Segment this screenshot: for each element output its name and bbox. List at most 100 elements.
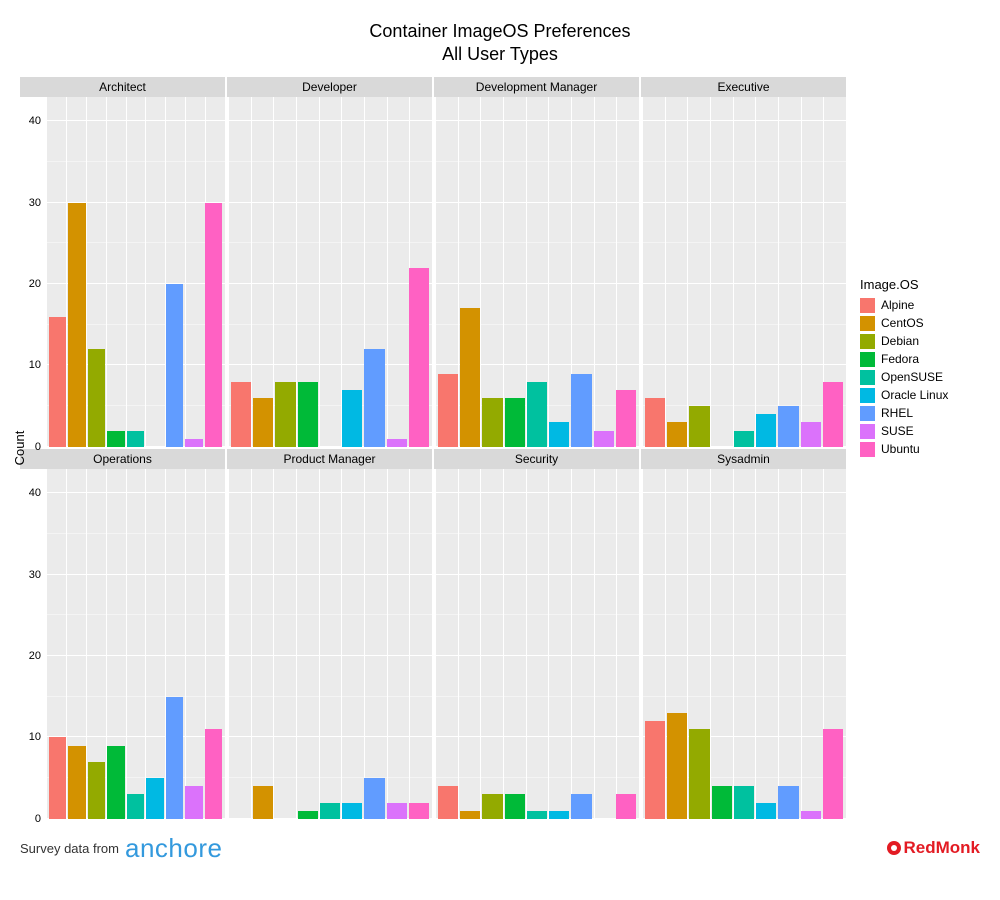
y-tick-label: 20 [29, 650, 41, 662]
bar [482, 794, 502, 818]
facet-header: Product Manager [227, 449, 432, 469]
bar [364, 349, 384, 447]
plot-area [641, 469, 846, 819]
bar [88, 349, 105, 447]
bar [778, 786, 798, 819]
facet: Development Manager [434, 77, 639, 447]
bar [482, 398, 502, 447]
legend-item: SUSE [860, 424, 948, 439]
legend-item: CentOS [860, 316, 948, 331]
bar [756, 414, 776, 447]
bar [253, 398, 273, 447]
vgridline [432, 97, 433, 447]
survey-credit: Survey data from anchore [20, 833, 222, 864]
bar [107, 431, 124, 447]
vgridline [432, 469, 433, 819]
legend-swatch [860, 316, 875, 331]
facet-header: Sysadmin [641, 449, 846, 469]
facet: Operations010203040 [20, 449, 225, 819]
bar [68, 746, 85, 819]
bars [228, 97, 432, 447]
bar [438, 374, 458, 447]
facet: Executive [641, 77, 846, 447]
plot-area [227, 469, 432, 819]
facet-header: Development Manager [434, 77, 639, 97]
bar [734, 786, 754, 819]
bar [88, 762, 105, 819]
vgridline [225, 469, 226, 819]
legend-item: Debian [860, 334, 948, 349]
bar [127, 431, 144, 447]
legend-label: Alpine [881, 298, 914, 312]
bar [342, 803, 362, 819]
legend-item: Alpine [860, 298, 948, 313]
legend-item: Fedora [860, 352, 948, 367]
facet-body: 010203040 [20, 97, 225, 447]
legend-label: Ubuntu [881, 442, 920, 456]
main-area: Count Architect010203040DeveloperDevelop… [20, 77, 980, 819]
facet: Developer [227, 77, 432, 447]
vgridline [225, 97, 226, 447]
bar [49, 737, 66, 818]
bars [435, 469, 639, 819]
bar [505, 398, 525, 447]
legend-item: Oracle Linux [860, 388, 948, 403]
legend-label: CentOS [881, 316, 924, 330]
bar [409, 803, 429, 819]
facet-body [227, 97, 432, 447]
bar [667, 713, 687, 819]
plot-area [45, 97, 225, 447]
legend-title: Image.OS [860, 277, 948, 292]
plot-area [641, 97, 846, 447]
bar [166, 697, 183, 819]
y-tick-label: 0 [35, 441, 41, 453]
facet: Product Manager [227, 449, 432, 819]
bar [275, 382, 295, 447]
bar [689, 729, 709, 819]
plot-area [227, 97, 432, 447]
facet: Architect010203040 [20, 77, 225, 447]
bar [616, 794, 636, 818]
facet-header: Developer [227, 77, 432, 97]
bar [387, 803, 407, 819]
chart-title-block: Container ImageOS Preferences All User T… [20, 20, 980, 67]
legend-item: OpenSUSE [860, 370, 948, 385]
legend-items: Alpine CentOS Debian Fedora OpenSUSE Oracle L… [860, 298, 948, 457]
facet-body [227, 469, 432, 819]
legend-item: RHEL [860, 406, 948, 421]
bar [146, 778, 163, 819]
bar [438, 786, 458, 819]
bar [460, 811, 480, 819]
vgridline [846, 469, 847, 819]
legend-label: Oracle Linux [881, 388, 948, 402]
plot-area [434, 97, 639, 447]
vgridline [639, 469, 640, 819]
y-ticks: 010203040 [20, 97, 45, 447]
bars [435, 97, 639, 447]
y-tick-label: 30 [29, 197, 41, 209]
bar [712, 786, 732, 819]
facet-body: 010203040 [20, 469, 225, 819]
bar [460, 308, 480, 446]
bars [46, 97, 225, 447]
bar [387, 439, 407, 447]
facet-header: Security [434, 449, 639, 469]
y-tick-label: 0 [35, 813, 41, 825]
survey-text: Survey data from [20, 841, 119, 856]
anchore-logo: anchore [125, 833, 222, 864]
legend-swatch [860, 388, 875, 403]
bar [253, 786, 273, 819]
bar [185, 439, 202, 447]
bar [645, 721, 665, 819]
bar [364, 778, 384, 819]
bar [823, 729, 843, 819]
y-tick-label: 10 [29, 731, 41, 743]
bar [645, 398, 665, 447]
bar [342, 390, 362, 447]
bar [127, 794, 144, 818]
bar [823, 382, 843, 447]
y-tick-label: 40 [29, 115, 41, 127]
y-tick-label: 40 [29, 487, 41, 499]
bar [231, 382, 251, 447]
bar [298, 382, 318, 447]
